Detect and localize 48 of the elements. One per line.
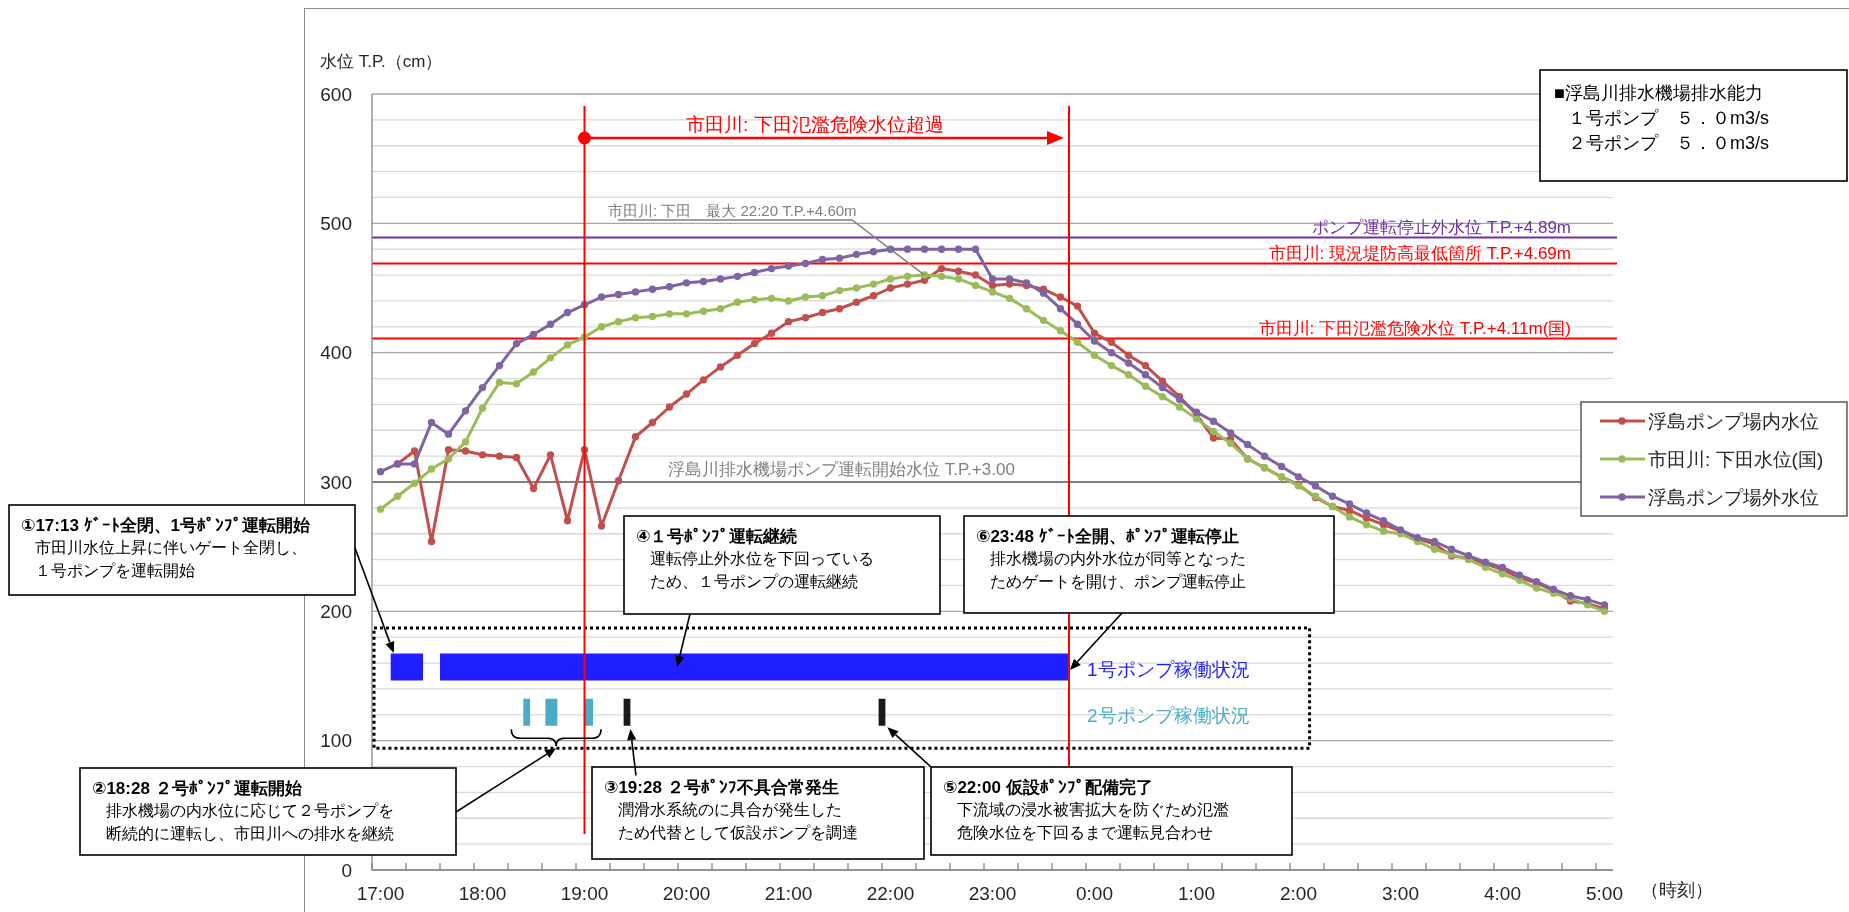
x-tick-label: 2:00	[1280, 882, 1317, 904]
x-axis-title: （時刻）	[1641, 880, 1713, 900]
y-tick-label: 500	[320, 212, 352, 234]
text: ①17:13 ｹﾞｰﾄ全閉、1号ﾎﾟﾝﾌﾟ運転開始	[21, 515, 312, 535]
y-tick-label: 200	[320, 600, 352, 622]
x-tick-label: 4:00	[1484, 882, 1521, 904]
x-tick-label: 22:00	[866, 882, 915, 904]
ref-line-label: 市田川: 下田氾濫危険水位 T.P.+4.11m(国)	[1258, 318, 1571, 338]
ref-line-label: 市田川: 下田氾濫危険水位超過	[685, 113, 944, 135]
annotation: ■浮島川排水機場排水能力	[1554, 83, 1763, 103]
text: 市田川水位上昇に伴いゲート全閉し、１号ポンプを運転開始	[35, 538, 307, 578]
ref-line-label: 浮島川排水機場ポンプ運転開始水位 T.P.+3.00	[668, 459, 1015, 479]
ref-line-label: 市田川: 現況堤防高最低箇所 T.P.+4.69m	[1268, 243, 1571, 263]
annotation: 下流域の浸水被害拡大を防ぐため氾濫危険水位を下回るまで運転見合わせ	[957, 800, 1229, 840]
x-tick-label: 17:00	[356, 882, 405, 904]
annotation: 排水機場の内外水位が同等となったためゲートを開け、ポンプ運転停止	[990, 549, 1246, 589]
x-tick-label: 3:00	[1382, 882, 1419, 904]
annotation: ③19:28 ２号ﾎﾟﾝﾌ不具合常発生	[604, 777, 839, 797]
legend-label: 浮島ポンプ場外水位	[1648, 486, 1819, 508]
series-label: 1号ポンプ稼働状況	[1087, 659, 1250, 681]
annotation: ２号ポンプ ５．０m3/s	[1568, 133, 1770, 153]
y-tick-label: 100	[320, 730, 352, 752]
annotation: ④１号ﾎﾟﾝﾌﾟ運転継続	[636, 526, 798, 546]
annotation: １号ポンプ ５．０m3/s	[1568, 108, 1770, 128]
legend-label: 市田川: 下田水位(国)	[1648, 448, 1824, 470]
y-tick-label: 600	[320, 83, 352, 105]
x-tick-label: 19:00	[560, 882, 609, 904]
x-tick-label: 0:00	[1076, 882, 1113, 904]
y-tick-label: 400	[320, 342, 352, 364]
x-tick-label: 18:00	[458, 882, 507, 904]
legend-label: 浮島ポンプ場内水位	[1648, 410, 1819, 432]
y-axis-title: 水位 T.P.（cm）	[320, 51, 443, 71]
annotation: 運転停止外水位を下回っているため、１号ポンプの運転継続	[650, 549, 874, 589]
annotation: 市田川: 下田 最大 22:20 T.P.+4.60m	[608, 201, 857, 219]
text: ②18:28 ２号ﾎﾟﾝﾌﾟ運転開始	[92, 778, 303, 798]
x-tick-label: 5:00	[1586, 882, 1623, 904]
annotation: ⑤22:00 仮設ﾎﾟﾝﾌﾟ配備完了	[943, 777, 1153, 797]
annotation: 排水機場の内水位に応じて２号ポンプを断続的に運転し、市田川への排水を継続	[106, 801, 394, 841]
y-tick-label: 300	[320, 471, 352, 493]
ref-line-label: ポンプ運転停止外水位 T.P.+4.89m	[1312, 218, 1571, 238]
x-tick-label: 21:00	[764, 882, 813, 904]
x-tick-label: 1:00	[1178, 882, 1215, 904]
text: 2号ポンプ稼働状況	[1087, 704, 1250, 726]
annotation: 潤滑水系統のに具合が発生したため代替として仮設ポンプを調達	[618, 800, 858, 840]
y-tick-label: 0	[341, 859, 352, 881]
x-tick-label: 20:00	[662, 882, 711, 904]
x-tick-label: 23:00	[968, 882, 1017, 904]
annotation: ⑥23:48 ｹﾞｰﾄ全開、ﾎﾟﾝﾌﾟ運転停止	[976, 526, 1239, 546]
